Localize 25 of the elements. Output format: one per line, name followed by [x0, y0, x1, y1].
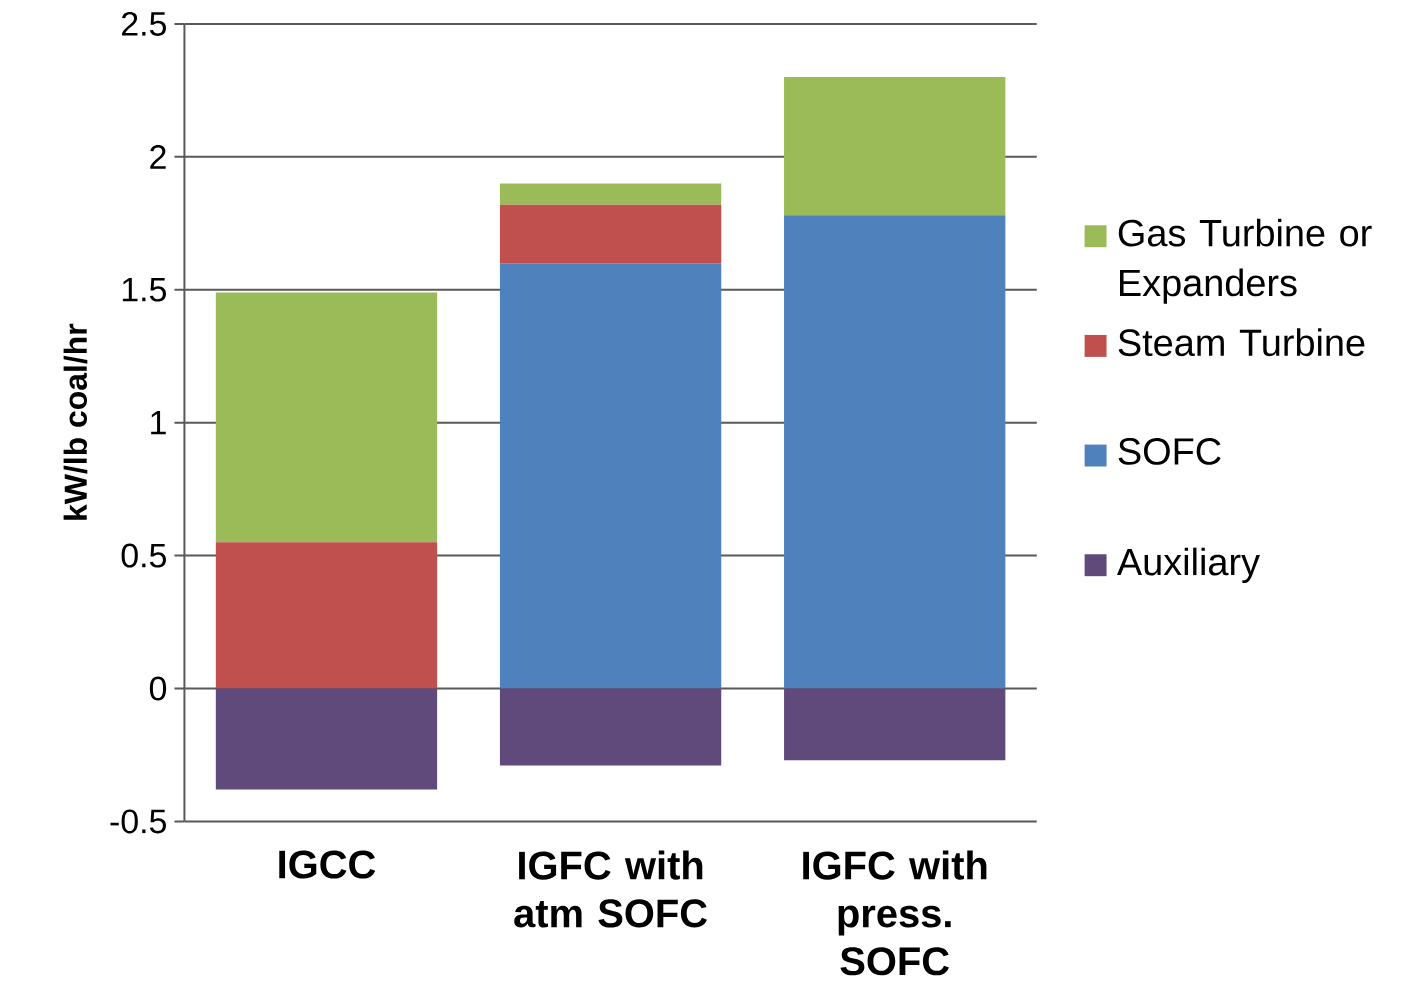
x-tick-label: IGFC with atm SOFC: [514, 850, 707, 928]
bar: [215, 688, 438, 790]
y-tick-label: 2.5: [122, 11, 166, 36]
legend-label: Auxiliary: [1116, 547, 1260, 583]
y-tick-label: 1: [151, 410, 166, 435]
bar: [215, 292, 438, 543]
bar: [499, 183, 722, 205]
bar: [784, 215, 1006, 689]
bar: [784, 688, 1006, 761]
bar: [499, 688, 722, 766]
y-tick-label: 0: [149, 676, 167, 701]
legend-label: Gas Turbine or Expanders: [1118, 218, 1372, 304]
legend-label: Steam Turbine: [1118, 328, 1365, 357]
bar: [499, 263, 722, 689]
y-tick-label: 1.5: [122, 277, 166, 302]
bar: [784, 77, 1006, 216]
bar: [215, 542, 438, 689]
x-tick-label: IGCC: [279, 850, 376, 879]
legend-label: SOFC: [1118, 438, 1221, 465]
y-tick-label: 0.5: [121, 543, 166, 568]
x-tick-label: IGFC with press. SOFC: [803, 850, 987, 976]
y-axis-title: kW/lb coal/hr: [63, 323, 88, 520]
y-tick-label: -0.5: [110, 809, 166, 834]
y-tick-label: 2: [150, 144, 166, 169]
bar: [499, 204, 722, 264]
